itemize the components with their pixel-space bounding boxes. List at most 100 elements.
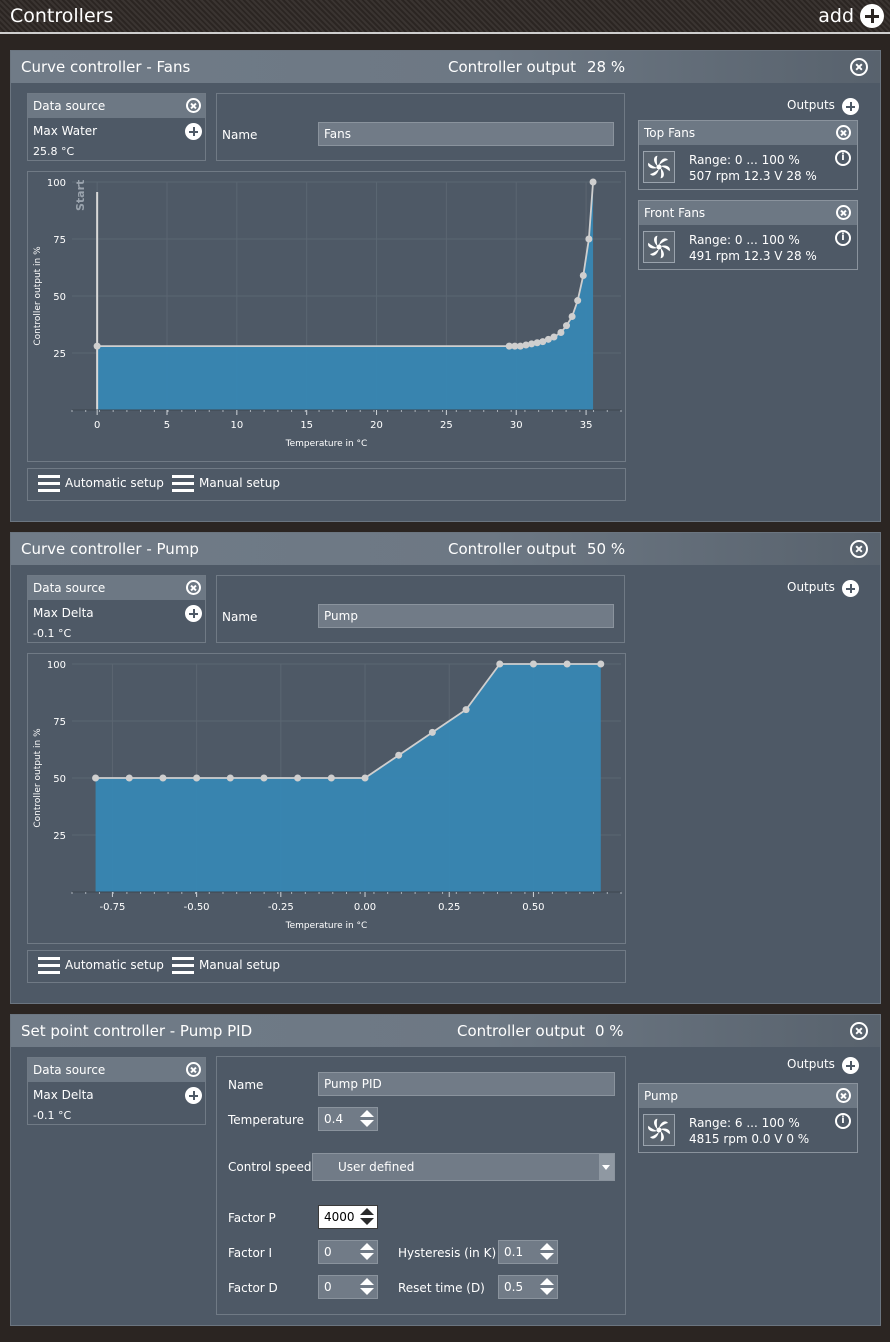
spinner-icon[interactable] [540,1278,554,1296]
remove-data-source-icon[interactable] [186,580,201,595]
info-icon[interactable]: i [835,150,851,166]
menu-icon [38,955,60,975]
curve-chart-svg[interactable]: Start 0 5 10 15 20 25 30 35 25 50 75 100 Temperature … [28,172,625,461]
outputs-label: Outputs [787,580,835,594]
data-source-value: -0.1 °C [33,1109,72,1122]
chevron-down-icon[interactable] [599,1154,614,1180]
add-output-icon[interactable] [842,98,859,115]
data-point [574,297,582,305]
controller-panel-pump-pid: Set point controller - Pump PID Controll… [10,1014,881,1326]
automatic-setup-button[interactable]: Automatic setup [38,473,164,493]
name-input[interactable]: Pump [318,604,614,628]
data-source-box: Data source Max Delta -0.1 °C [27,575,206,643]
settings-box: Name Pump PID Temperature 0.4 Control sp… [216,1056,626,1315]
name-input[interactable]: Fans [318,122,614,146]
data-point [93,342,101,350]
data-point [557,328,565,336]
add-controller-button[interactable]: add [818,4,884,28]
output-card[interactable]: Pump Range: 6 ... 100 % 4815 rpm 0.0 V 0… [638,1083,858,1153]
spinner-icon[interactable] [360,1278,374,1296]
remove-output-icon[interactable] [836,1088,851,1103]
data-source-name: Max Delta [33,606,94,620]
hysteresis-input[interactable]: 0.1 [498,1240,558,1264]
data-point [544,335,552,343]
data-point [563,322,571,330]
panel-header: Set point controller - Pump PID Controll… [11,1015,880,1047]
add-output-icon[interactable] [842,1057,859,1074]
add-label: add [818,5,854,27]
name-input[interactable]: Pump PID [318,1072,615,1096]
data-source-box: Data source Max Water 25.8 °C [27,93,206,161]
remove-output-icon[interactable] [836,205,851,220]
series-line [95,663,601,779]
info-icon[interactable]: i [835,1113,851,1129]
data-point [125,774,133,782]
add-data-source-icon[interactable] [185,123,202,140]
x-tick-label: 0 [94,420,100,431]
output-range: Range: 0 ... 100 % [689,233,800,247]
curve-chart-svg[interactable]: -0.75 -0.50 -0.25 0.00 0.25 0.50 25 50 75 100 Temp… [28,654,625,943]
output-card[interactable]: Front Fans Range: 0 ... 100 % 491 rpm 12… [638,200,858,270]
data-point [496,660,504,668]
fan-icon [643,1114,675,1146]
x-tick-label: -0.75 [99,902,125,913]
y-axis-label: Controller output in % [33,246,43,346]
temperature-input[interactable]: 0.4 [318,1107,378,1131]
close-panel-icon[interactable] [850,1022,868,1040]
y-tick-label: 25 [53,349,66,360]
remove-data-source-icon[interactable] [186,1062,201,1077]
data-point [395,751,403,759]
remove-data-source-icon[interactable] [186,98,201,113]
factor-d-input[interactable]: 0 [318,1275,378,1299]
add-output-icon[interactable] [842,580,859,597]
reset-time-label: Reset time (D) [398,1281,485,1295]
factor-i-label: Factor I [228,1246,273,1260]
factor-d-label: Factor D [228,1281,278,1295]
controller-output-value: 50 % [587,540,626,558]
data-point [327,774,335,782]
manual-setup-button[interactable]: Manual setup [172,473,280,493]
factor-i-input[interactable]: 0 [318,1240,378,1264]
x-tick-label: -0.50 [184,902,210,913]
output-range: Range: 0 ... 100 % [689,153,800,167]
controller-panel-pump: Curve controller - Pump Controller outpu… [10,532,881,1004]
data-point [550,333,558,341]
outputs-label: Outputs [787,1057,835,1071]
data-source-box: Data source Max Delta -0.1 °C [27,1057,206,1125]
automatic-setup-button[interactable]: Automatic setup [38,955,164,975]
data-point [511,342,519,350]
setup-bar: Automatic setup Manual setup [27,468,626,501]
menu-icon [172,473,194,493]
output-card[interactable]: Top Fans Range: 0 ... 100 % 507 rpm 12.3… [638,120,858,190]
factor-p-input[interactable]: 4000 [318,1205,378,1229]
curve-chart-pump[interactable]: -0.75 -0.50 -0.25 0.00 0.25 0.50 25 50 75 100 Temp… [27,653,626,944]
output-stats: 507 rpm 12.3 V 28 % [689,169,817,183]
reset-time-input[interactable]: 0.5 [498,1275,558,1299]
spinner-icon[interactable] [540,1243,554,1261]
x-tick-label: 15 [300,420,313,431]
data-point [260,774,268,782]
data-point [193,774,201,782]
controller-panel-fans: Curve controller - Fans Controller outpu… [10,50,881,522]
x-tick-label: 25 [440,420,453,431]
add-data-source-icon[interactable] [185,605,202,622]
control-speed-label: Control speed [228,1160,312,1174]
control-speed-select[interactable]: User defined [312,1153,615,1181]
close-panel-icon[interactable] [850,540,868,558]
spinner-icon[interactable] [360,1208,374,1226]
hysteresis-label: Hysteresis (in K) [398,1246,497,1260]
x-tick-label: 35 [580,420,593,431]
spinner-icon[interactable] [360,1110,374,1128]
start-marker-label: Start [74,180,87,211]
info-icon[interactable]: i [835,230,851,246]
data-source-label: Data source [33,581,106,595]
close-panel-icon[interactable] [850,58,868,76]
spinner-icon[interactable] [360,1243,374,1261]
app-title: Controllers [10,5,114,27]
remove-output-icon[interactable] [836,125,851,140]
manual-setup-button[interactable]: Manual setup [172,955,280,975]
name-label: Name [228,1078,264,1092]
curve-chart-fans[interactable]: Start 0 5 10 15 20 25 30 35 25 50 75 100 Temperature … [27,171,626,462]
output-stats: 4815 rpm 0.0 V 0 % [689,1132,810,1146]
add-data-source-icon[interactable] [185,1087,202,1104]
